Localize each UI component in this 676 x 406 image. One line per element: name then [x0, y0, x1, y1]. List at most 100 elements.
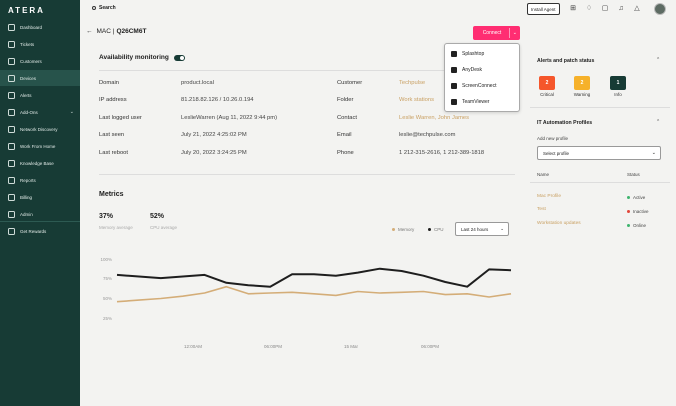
x-tick-label: 06:00PM — [421, 344, 440, 349]
status-badge: Inactive — [627, 209, 649, 214]
add-icon[interactable]: ⊞ — [570, 5, 576, 12]
ticket-icon — [8, 40, 15, 48]
critical-alert-badge[interactable]: 2 — [539, 76, 555, 90]
chevron-down-icon[interactable]: ⌄ — [512, 30, 517, 36]
breadcrumb: ← MAC | Q26CM6T — [86, 28, 146, 35]
chart-icon — [8, 176, 15, 184]
status-badge: Active — [627, 195, 645, 200]
warning-alert-badge[interactable]: 2 — [574, 76, 590, 90]
sidebar-item-reports[interactable]: Reports — [0, 172, 80, 188]
x-tick-label: 15 Mar — [344, 344, 359, 349]
chevron-up-icon[interactable]: ⌃ — [656, 119, 661, 125]
time-range-select[interactable]: Last 24 hours ⌄ — [455, 222, 509, 236]
x-tick-label: 06:00PM — [264, 344, 283, 349]
chevron-down-icon: ⌄ — [500, 226, 504, 231]
menu-item-teamviewer[interactable]: TeamViewer — [451, 96, 489, 108]
connect-button[interactable]: Connect ⌄ — [473, 26, 520, 40]
domain-label: Domain — [99, 80, 119, 86]
sidebar-item-alerts[interactable]: Alerts — [0, 87, 80, 103]
billing-icon — [8, 193, 15, 201]
last-reboot-label: Last reboot — [99, 150, 129, 156]
automation-title: IT Automation Profiles — [537, 120, 593, 126]
section-divider — [99, 70, 515, 71]
y-tick-label: 75% — [102, 276, 112, 281]
section-divider — [99, 174, 515, 175]
profile-name-link[interactable]: Test — [537, 207, 546, 212]
network-icon — [8, 125, 15, 133]
avatar[interactable] — [654, 3, 666, 15]
menu-item-splashtop[interactable]: Splashtop — [451, 48, 484, 60]
memory-average-label: Memory average — [99, 225, 133, 230]
last-seen-label: Last seen — [99, 132, 125, 138]
series-line-cpu — [116, 267, 512, 288]
splashtop-icon — [451, 51, 457, 57]
plus-icon — [8, 108, 15, 116]
back-arrow-icon[interactable]: ← — [86, 28, 93, 35]
last-reboot-value: July 20, 2022 3:24:25 PM — [181, 150, 247, 156]
y-tick-label: 25% — [102, 316, 112, 321]
gift-icon — [8, 227, 15, 235]
sidebar-divider — [0, 221, 80, 222]
memory-average-value: 37% — [99, 213, 114, 220]
sidebar-item-add-ons[interactable]: Add-Ons ⌄ — [0, 104, 80, 120]
ip-value: 81.218.82.126 / 10.26.0.194 — [181, 97, 254, 103]
sidebar-item-tickets[interactable]: Tickets — [0, 36, 80, 52]
sidebar-item-customers[interactable]: Customers — [0, 53, 80, 69]
bell-icon[interactable]: ♫ — [618, 5, 624, 12]
dashboard-icon — [8, 23, 15, 31]
chevron-down-icon: ⌄ — [651, 150, 656, 156]
lightbulb-icon[interactable]: ♢ — [585, 5, 593, 12]
folder-link[interactable]: Work stations — [399, 97, 435, 103]
page-title: Q26CM6T — [116, 28, 147, 35]
sidebar-item-network-discovery[interactable]: Network Discovery — [0, 121, 80, 137]
sidebar-item-billing[interactable]: Billing — [0, 189, 80, 205]
email-value: leslie@techpulse.com — [399, 132, 456, 138]
menu-item-screenconnect[interactable]: ScreenConnect — [451, 80, 496, 92]
search-icon — [92, 6, 96, 10]
warning-icon[interactable]: △ — [634, 5, 640, 12]
sidebar-item-knowledge-base[interactable]: Knowledge Base — [0, 155, 80, 171]
install-agent-button[interactable]: Install Agent — [527, 3, 560, 15]
chat-icon[interactable]: ▢ — [601, 5, 609, 12]
profile-name-link[interactable]: Mac Profile — [537, 194, 561, 199]
sidebar-item-work-from-home[interactable]: Work From Home — [0, 138, 80, 154]
metrics-title: Metrics — [99, 191, 124, 198]
legend-cpu-dot — [428, 228, 431, 231]
monitor-icon — [8, 74, 15, 82]
sidebar-item-dashboard[interactable]: Dashboard — [0, 19, 80, 35]
column-header-status: Status — [627, 172, 640, 177]
atera-logo[interactable]: ATERA — [8, 6, 45, 15]
info-alert-badge[interactable]: 1 — [610, 76, 626, 90]
sidebar-item-get-rewards[interactable]: Get Rewards — [0, 223, 80, 239]
email-label: Email — [337, 132, 352, 138]
ip-label: IP address — [99, 97, 127, 103]
profile-name-link[interactable]: Workstation updates — [537, 221, 581, 226]
add-profile-label: Add new profile — [537, 136, 569, 141]
sidebar: ATERA Dashboard Tickets Customers Device… — [0, 0, 80, 406]
menu-item-anydesk[interactable]: AnyDesk — [451, 64, 482, 76]
panel-divider — [530, 107, 670, 108]
contact-label: Contact — [337, 115, 357, 121]
customers-icon — [8, 57, 15, 65]
contact-link[interactable]: Leslie Warren, John James — [399, 115, 470, 121]
customer-link[interactable]: Techpulse — [399, 80, 426, 86]
legend-memory: Memory — [392, 227, 414, 232]
chevron-up-icon[interactable]: ⌃ — [656, 57, 661, 63]
profile-select[interactable]: Select profile ⌄ — [537, 146, 661, 160]
legend-cpu: CPU — [428, 227, 444, 232]
domain-value: product.local — [181, 80, 214, 86]
legend-memory-dot — [392, 228, 395, 231]
status-badge: Online — [627, 223, 646, 228]
search-box[interactable]: Search — [92, 5, 116, 11]
book-icon — [8, 159, 15, 167]
availability-toggle[interactable] — [173, 54, 185, 61]
last-user-label: Last logged user — [99, 115, 142, 121]
sidebar-item-devices[interactable]: Devices — [0, 70, 80, 86]
bell-icon — [8, 91, 15, 99]
sidebar-item-admin[interactable]: Admin — [0, 206, 80, 222]
critical-alert-label: Critical — [540, 92, 554, 97]
status-dot — [627, 196, 630, 199]
alerts-title: Alerts and patch status — [537, 58, 595, 64]
y-tick-label: 100% — [100, 257, 112, 262]
